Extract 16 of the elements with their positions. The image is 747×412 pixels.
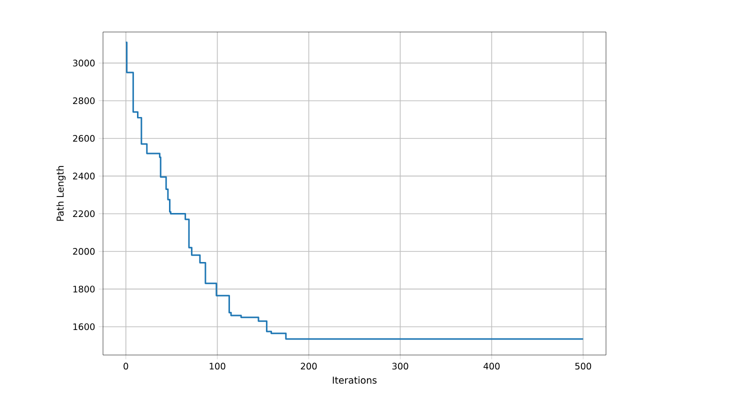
y-tick-label: 2200 xyxy=(73,210,95,218)
x-tick-label: 300 xyxy=(392,362,408,370)
x-tick-label: 0 xyxy=(124,362,128,370)
x-tick-label: 100 xyxy=(210,362,226,370)
y-axis-title: Path Length xyxy=(56,166,66,221)
x-tick-label: 400 xyxy=(484,362,500,370)
x-tick-label: 500 xyxy=(575,362,592,370)
y-tick-label: 2000 xyxy=(73,248,95,255)
x-tick-label: 200 xyxy=(300,362,317,370)
y-tick-label: 1600 xyxy=(73,323,95,330)
x-axis-title: Iterations xyxy=(332,376,377,384)
y-tick-label: 2800 xyxy=(73,97,95,104)
y-tick-label: 2400 xyxy=(73,172,95,180)
y-tick-label: 2600 xyxy=(73,135,95,142)
y-tick-label: 3000 xyxy=(73,60,95,66)
y-tick-label: 1800 xyxy=(73,286,95,292)
